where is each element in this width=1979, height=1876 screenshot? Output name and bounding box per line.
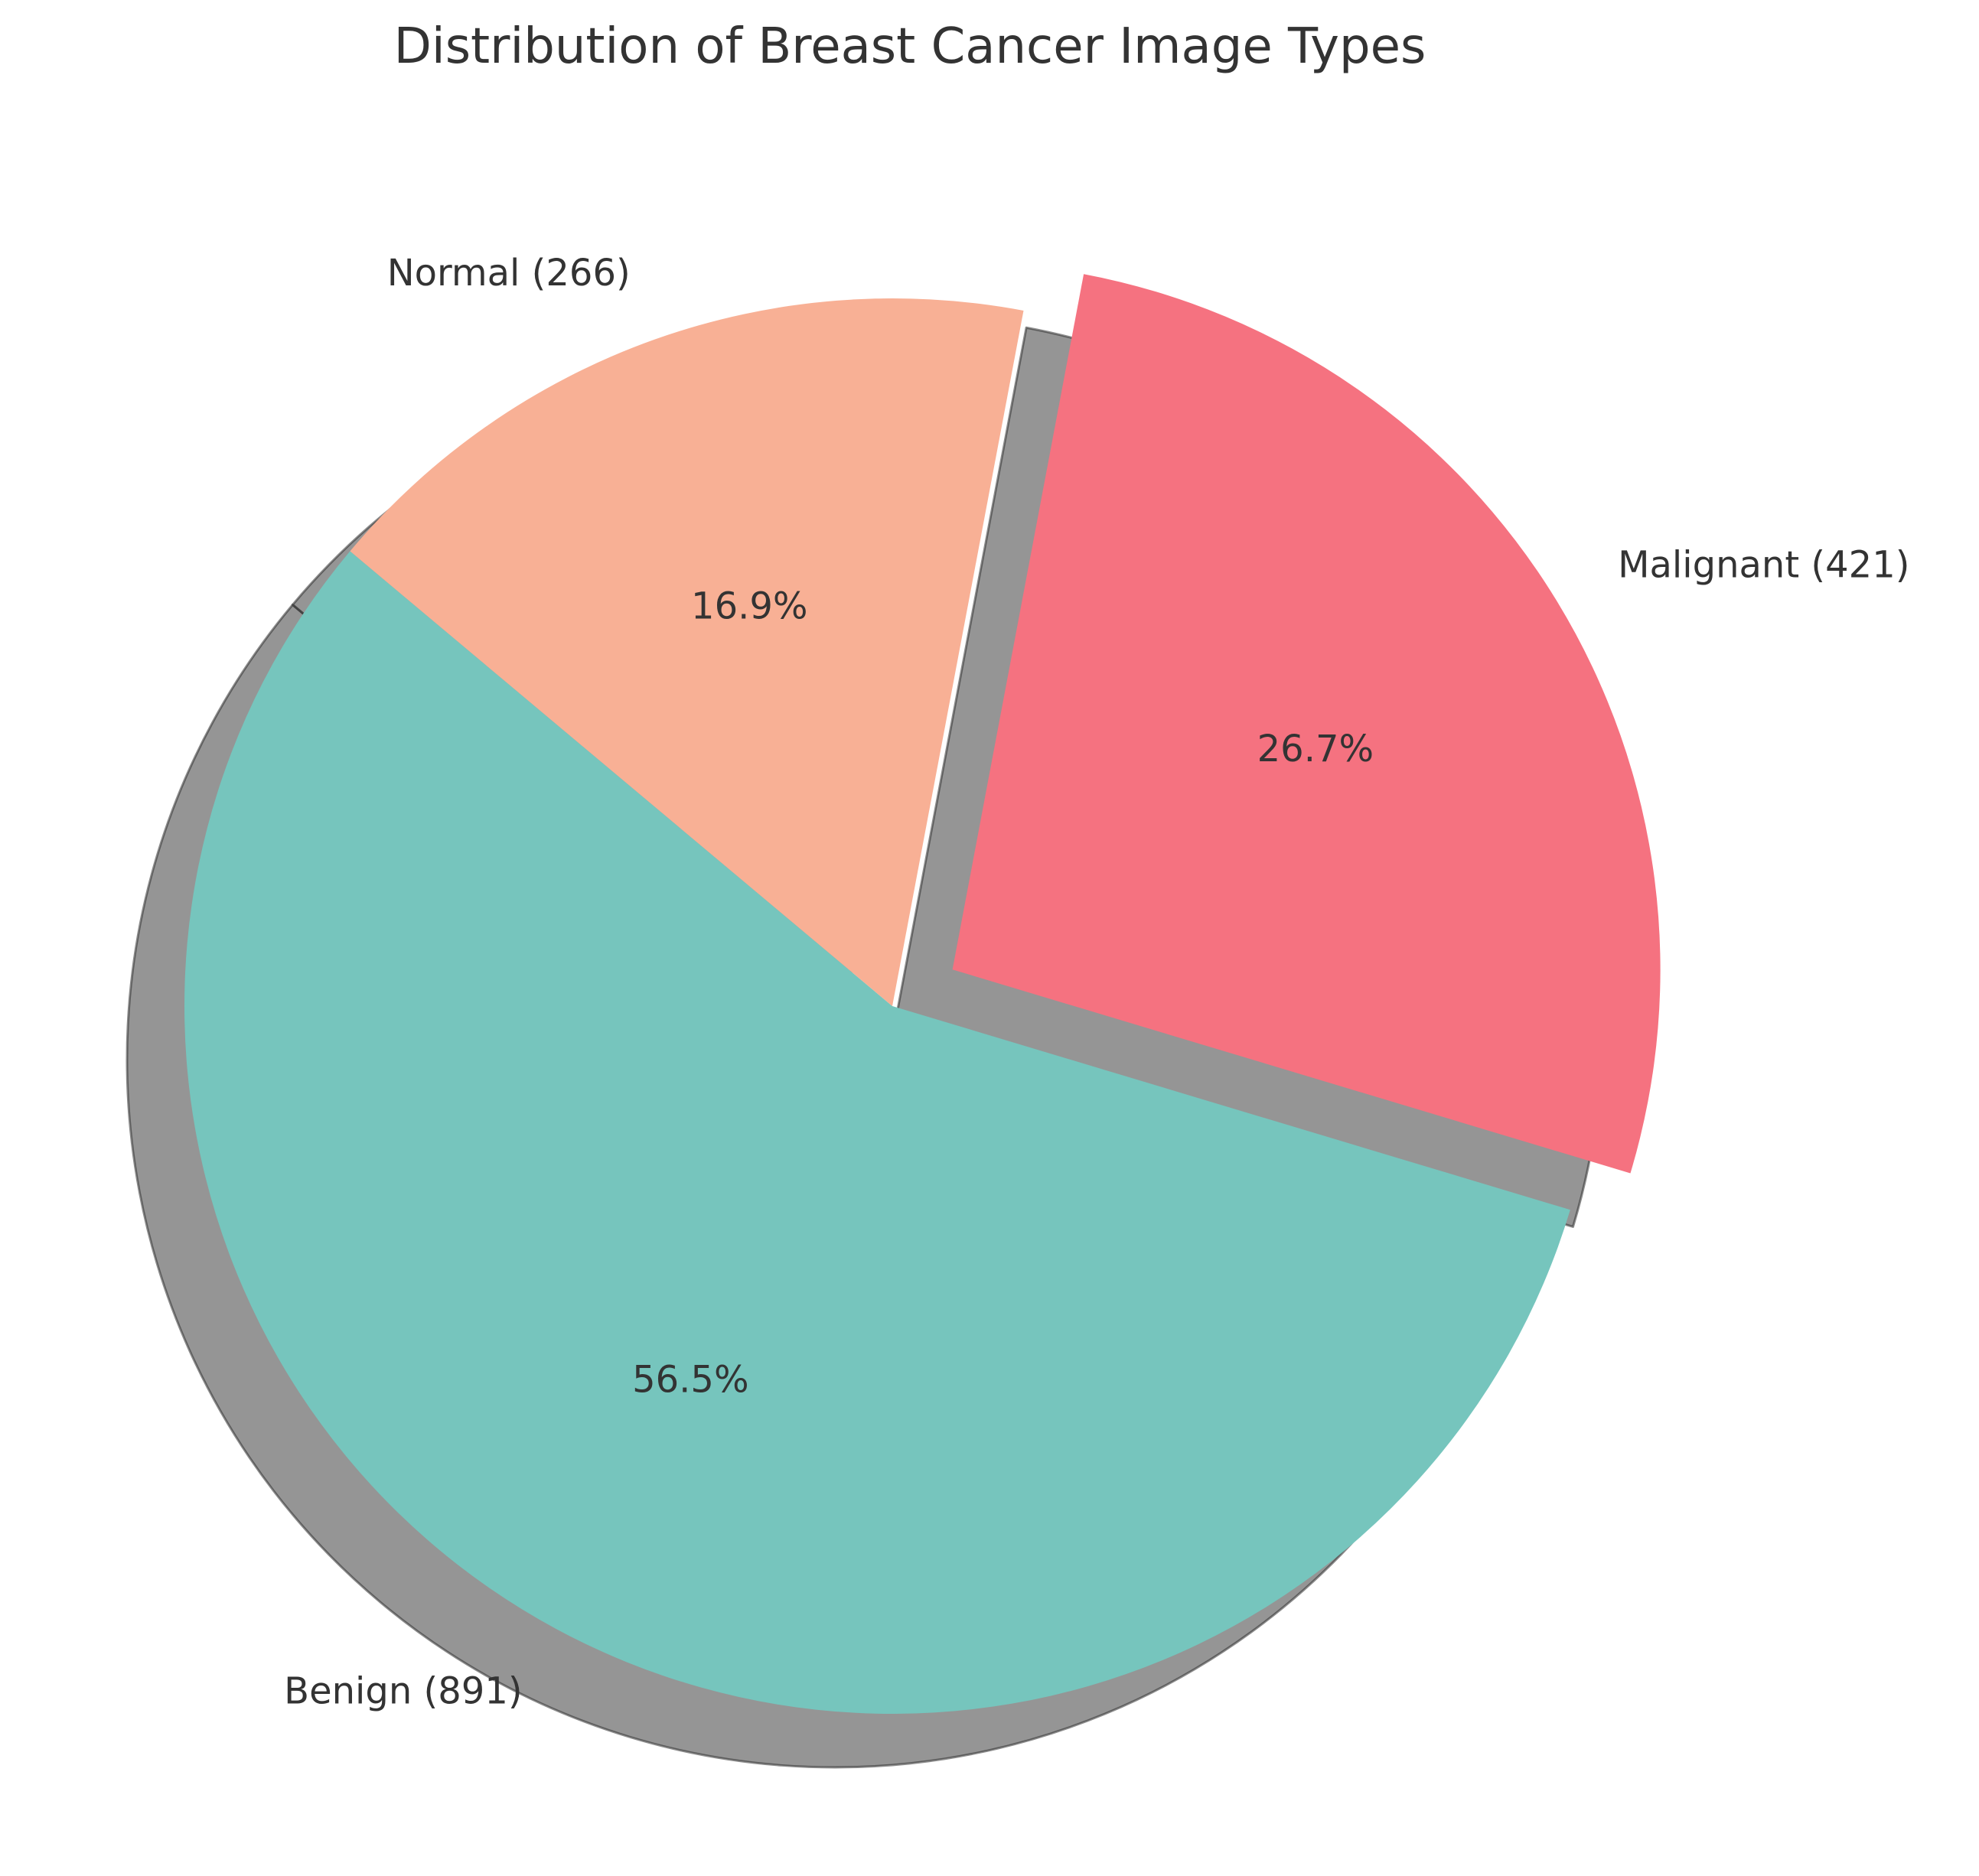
pie-slice-benign xyxy=(184,551,1570,1714)
pie-label-layer: Benign (891) 56.5% Malignant (421) 26.7% Nor… xyxy=(284,252,1909,1713)
pie-slice-normal xyxy=(350,298,1024,1006)
slice-label-malignant: Malignant (421) xyxy=(1618,544,1909,587)
slice-label-normal: Normal (266) xyxy=(387,252,631,295)
pie-slice-malignant xyxy=(952,274,1661,1174)
slice-label-benign: Benign (891) xyxy=(284,1669,522,1712)
percent-label-normal: 16.9% xyxy=(691,585,807,627)
chart-title: Distribution of Breast Cancer Image Type… xyxy=(394,18,1426,75)
pie-slice-layer xyxy=(184,274,1661,1714)
percent-label-malignant: 26.7% xyxy=(1257,728,1374,770)
percent-label-benign: 56.5% xyxy=(632,1358,748,1401)
